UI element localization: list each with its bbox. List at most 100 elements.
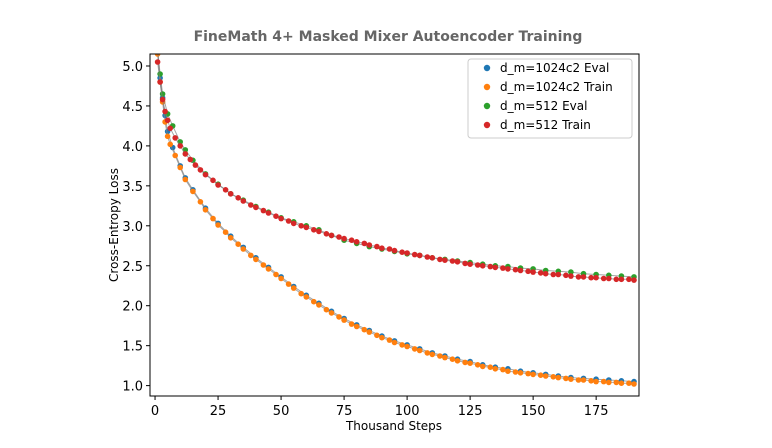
data-point xyxy=(429,351,436,358)
data-point xyxy=(411,251,418,258)
data-point xyxy=(155,47,161,53)
data-point xyxy=(159,96,166,103)
data-point xyxy=(290,220,297,227)
data-point xyxy=(500,366,506,373)
data-point xyxy=(449,258,456,264)
data-point xyxy=(298,290,305,297)
y-tick-label: 2.0 xyxy=(122,300,143,315)
data-point xyxy=(568,269,574,275)
data-point xyxy=(555,374,562,381)
data-point xyxy=(361,240,368,247)
data-point xyxy=(593,378,599,385)
data-point xyxy=(164,117,171,124)
data-point xyxy=(155,47,161,53)
data-point xyxy=(348,237,355,243)
data-point xyxy=(517,370,524,376)
data-point xyxy=(182,151,189,157)
data-point xyxy=(374,332,380,339)
data-point xyxy=(157,71,163,77)
data-point xyxy=(202,171,209,178)
data-point xyxy=(210,177,216,184)
data-point xyxy=(550,271,557,278)
data-point xyxy=(285,218,292,224)
data-point xyxy=(424,254,431,260)
data-point xyxy=(474,362,481,368)
data-point xyxy=(606,379,612,386)
data-point xyxy=(563,272,569,279)
data-point xyxy=(467,360,473,367)
data-point xyxy=(248,202,254,208)
y-tick-label: 1.0 xyxy=(122,380,143,395)
data-point xyxy=(537,270,544,276)
x-tick-label: 100 xyxy=(395,404,420,419)
data-point xyxy=(215,222,221,228)
data-point xyxy=(222,229,229,235)
data-point xyxy=(411,346,418,352)
data-point xyxy=(197,167,204,173)
data-point xyxy=(568,273,574,279)
data-point xyxy=(172,152,178,159)
x-tick-label: 75 xyxy=(336,404,353,419)
data-point xyxy=(487,364,494,371)
data-point xyxy=(303,294,310,300)
series-3 xyxy=(154,59,637,283)
data-point xyxy=(593,274,599,281)
data-point xyxy=(580,377,587,383)
data-point xyxy=(227,191,234,197)
data-point xyxy=(563,375,569,382)
data-point xyxy=(361,326,368,333)
data-point xyxy=(492,264,499,271)
data-point xyxy=(580,274,587,280)
legend: d_m=1024c2 Eval d_m=1024c2 Train d_m=512 E… xyxy=(467,58,633,139)
data-point xyxy=(328,232,335,239)
data-point xyxy=(164,133,171,140)
data-point xyxy=(240,246,247,252)
data-point xyxy=(575,274,582,280)
data-point xyxy=(290,285,297,291)
y-axis: 1.0 1.5 2.0 2.5 3.0 3.5 4.0 4.5 5.0 xyxy=(122,60,150,395)
data-point xyxy=(157,79,163,85)
legend-marker xyxy=(483,121,491,129)
data-point xyxy=(159,91,166,97)
data-point xyxy=(366,242,373,248)
y-tick-label: 5.0 xyxy=(122,60,143,75)
x-tick-label: 25 xyxy=(210,404,227,419)
data-point xyxy=(424,350,431,356)
legend-label: d_m=512 Eval xyxy=(500,99,587,113)
plot-frame xyxy=(149,53,640,397)
y-tick-label: 1.5 xyxy=(122,340,143,355)
data-point xyxy=(416,252,423,259)
data-point xyxy=(525,370,531,377)
series-layer xyxy=(154,47,637,387)
data-point xyxy=(182,176,189,183)
data-point xyxy=(253,204,259,211)
data-point xyxy=(442,354,448,361)
y-tick-label: 2.5 xyxy=(122,260,143,275)
data-point xyxy=(530,371,536,378)
data-point xyxy=(404,343,410,350)
data-point xyxy=(323,231,330,237)
data-point xyxy=(537,372,544,379)
data-point xyxy=(298,223,305,229)
data-point xyxy=(190,188,196,195)
data-point xyxy=(606,275,612,282)
data-point xyxy=(386,246,393,252)
data-point xyxy=(328,310,335,316)
data-point xyxy=(631,381,637,387)
data-point xyxy=(429,254,436,261)
data-point xyxy=(542,373,549,379)
legend-entries: d_m=1024c2 Eval d_m=1024c2 Train d_m=512 E… xyxy=(483,61,613,132)
data-point xyxy=(265,266,272,272)
x-tick-label: 125 xyxy=(458,404,483,419)
data-point xyxy=(525,268,531,275)
data-point xyxy=(555,271,562,278)
data-point xyxy=(588,274,594,281)
data-point xyxy=(348,321,355,327)
data-point xyxy=(600,275,607,282)
data-point xyxy=(588,378,594,384)
data-point xyxy=(530,269,536,275)
data-point xyxy=(479,263,486,269)
data-point xyxy=(437,353,443,359)
data-point xyxy=(285,281,292,287)
data-point xyxy=(248,252,254,259)
